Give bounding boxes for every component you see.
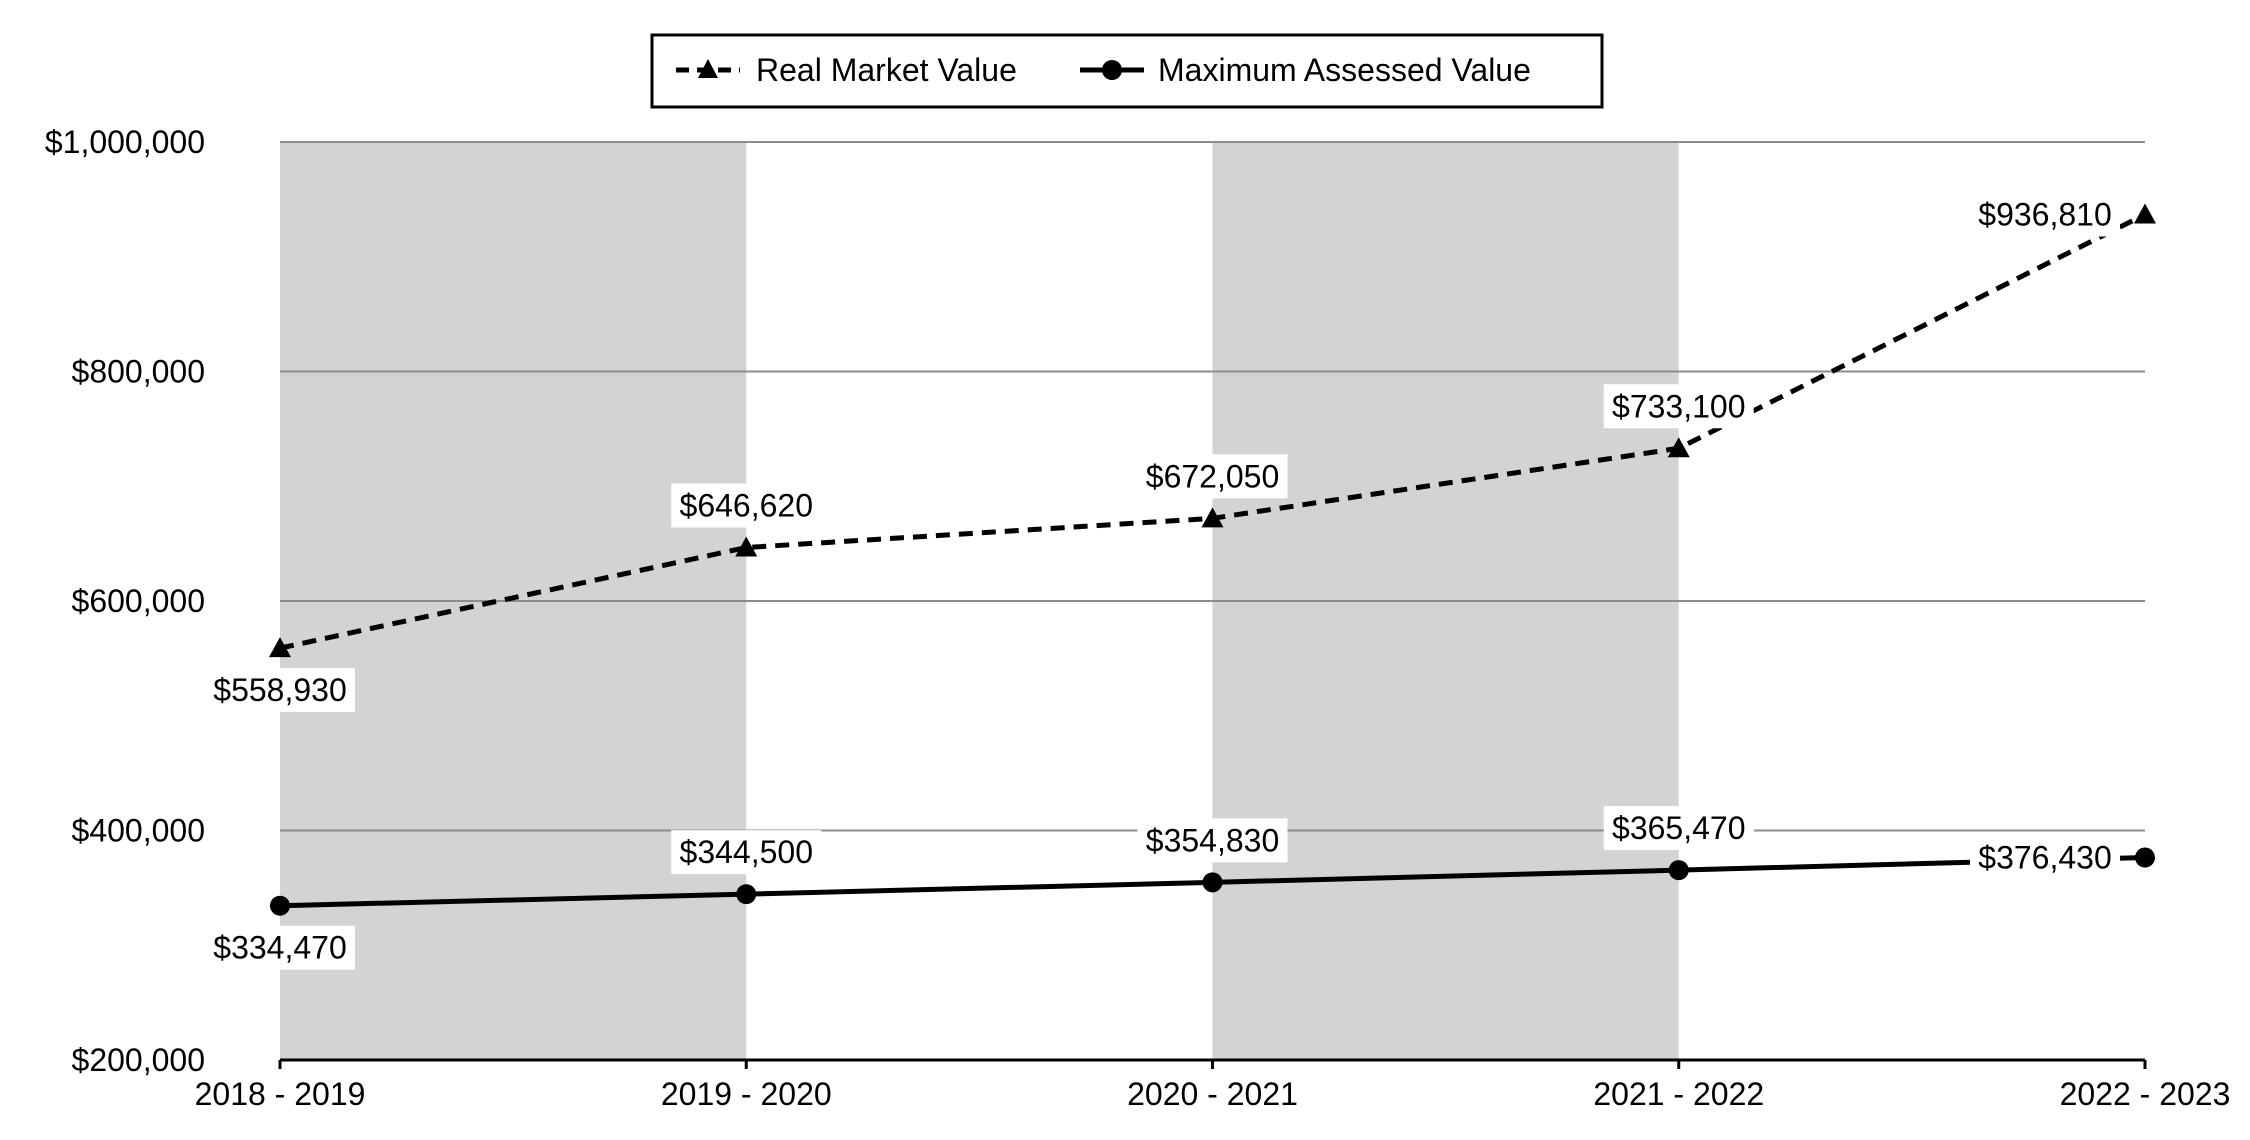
y-tick-label: $600,000 xyxy=(72,583,205,619)
data-label-background xyxy=(1970,835,2120,880)
real-market-value-point xyxy=(1201,507,1224,528)
maximum-assessed-value-point xyxy=(270,895,290,916)
y-tick-label: $800,000 xyxy=(72,354,205,390)
x-tick-label: 2021 - 2022 xyxy=(1593,1076,1764,1112)
legend-label-real-market-value: Real Market Value xyxy=(756,52,1017,88)
real-market-value-data-label: $936,810 xyxy=(1978,197,2111,233)
x-tick-label: 2022 - 2023 xyxy=(2060,1076,2231,1112)
legend-box xyxy=(650,33,1604,109)
data-label-background xyxy=(1970,192,2120,237)
maximum-assessed-value-point xyxy=(736,884,757,905)
real-market-value-data-label: $646,620 xyxy=(680,488,813,524)
x-tick-label: 2019 - 2020 xyxy=(661,1076,832,1112)
maximum-assessed-value-data-label: $344,500 xyxy=(680,834,813,870)
maximum-assessed-value-data-label: $376,430 xyxy=(1978,840,2111,876)
data-label-background xyxy=(671,830,822,875)
real-market-value-point xyxy=(269,637,291,658)
maximum-assessed-value-point xyxy=(2135,847,2155,868)
data-label-background xyxy=(1137,454,1288,499)
legend-item-maximum-assessed-value: Maximum Assessed Value xyxy=(1080,52,1531,88)
x-tick-label: 2020 - 2021 xyxy=(1127,1076,1298,1112)
legend: Real Market Value Maximum Assessed Value xyxy=(650,33,1604,109)
legend-triangle-marker-icon xyxy=(698,59,718,78)
real-market-value-data-label: $733,100 xyxy=(1612,388,1745,424)
data-label-background xyxy=(205,668,355,713)
legend-item-real-market-value: Real Market Value xyxy=(676,52,1017,88)
data-label-background xyxy=(671,483,822,528)
legend-label-maximum-assessed-value: Maximum Assessed Value xyxy=(1158,52,1531,88)
y-axis: $200,000 $400,000 $600,000 $800,000 $1,000,0… xyxy=(45,124,205,1078)
series-layer xyxy=(269,203,2156,916)
maximum-assessed-value-point xyxy=(1668,860,1689,881)
legend-circle-marker-icon xyxy=(1102,60,1122,80)
real-market-value-point xyxy=(2134,203,2156,224)
maximum-assessed-value-data-label: $365,470 xyxy=(1612,810,1745,846)
y-tick-label: $400,000 xyxy=(72,813,205,849)
y-tick-label: $200,000 xyxy=(72,1042,205,1078)
data-label-background xyxy=(205,925,355,970)
maximum-assessed-value-point xyxy=(1202,872,1223,893)
real-market-value-data-label: $558,930 xyxy=(213,672,346,708)
real-market-value-point xyxy=(735,536,758,557)
data-labels: $558,930 $646,620 $672,050 $733,100 $936,810… xyxy=(205,192,2120,970)
x-tick-label: 2018 - 2019 xyxy=(195,1076,366,1112)
y-tick-label: $1,000,000 xyxy=(45,124,205,160)
maximum-assessed-value-data-label: $354,830 xyxy=(1146,822,1279,858)
x-axis: 2018 - 2019 2019 - 2020 2020 - 2021 2021 - … xyxy=(195,1058,2231,1112)
real-market-value-point xyxy=(1667,437,1690,458)
data-label-background xyxy=(1603,384,1754,429)
real-market-value-data-label: $672,050 xyxy=(1146,458,1279,494)
maximum-assessed-value-data-label: $334,470 xyxy=(213,930,346,966)
data-label-background xyxy=(1603,806,1754,851)
data-label-background xyxy=(1137,818,1288,863)
